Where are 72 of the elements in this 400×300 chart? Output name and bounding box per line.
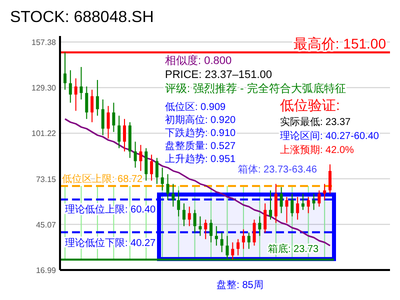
y-tick-label: 157.38 (32, 38, 57, 47)
y-tick-label: 73.15 (36, 174, 57, 184)
candlestick (296, 196, 300, 220)
candlestick (74, 78, 78, 112)
candlestick (160, 167, 164, 191)
candlestick (68, 70, 72, 104)
candlestick (106, 105, 110, 139)
candlestick (264, 202, 267, 234)
annotation: 盘整质量: 0.527 (165, 140, 236, 152)
annotation: 箱底: 23.73 (268, 243, 320, 255)
candlestick (122, 118, 126, 152)
annotation: 相似度: 0.800 (165, 54, 232, 67)
annotation: 低位验证: (280, 97, 340, 113)
candlestick (323, 183, 326, 201)
candlestick (101, 98, 104, 136)
text: 盘整: 85周 (216, 279, 264, 291)
candlestick (80, 66, 83, 100)
candlestick (214, 226, 218, 246)
candlestick (96, 79, 99, 116)
candlestick (90, 89, 94, 123)
candlestick (252, 219, 256, 246)
candlestick (134, 141, 137, 168)
y-tick-label: 45.07 (36, 220, 57, 230)
candlestick (182, 202, 186, 227)
annotation: PRICE: 23.37–151.00 (165, 69, 272, 81)
candlestick (204, 219, 208, 240)
candlestick (155, 157, 158, 184)
annotation: 上涨预期: 42.0% (280, 144, 354, 156)
candlestick (231, 242, 234, 260)
annotation: 上升趋势: 0.951 (165, 153, 236, 165)
candlestick (64, 52, 66, 90)
candlestick (139, 144, 142, 172)
candlestick (150, 154, 154, 182)
annotation: 下跌趋势: 0.910 (165, 127, 236, 139)
candlestick (242, 228, 245, 250)
annotation: 低位区: 0.909 (165, 101, 226, 113)
annotation: 实际最低: 23.37 (280, 116, 352, 128)
candlestick (193, 209, 196, 234)
candlestick (236, 238, 240, 256)
candlestick (166, 174, 170, 201)
annotation: 评级: 强烈推荐 - 完全符合大弧底特征 (165, 82, 346, 95)
candlestick (118, 115, 121, 149)
annotation: 理论区间: 40.27-60.40 (280, 130, 380, 142)
candlestick (247, 232, 250, 250)
candlestick (328, 164, 332, 194)
ref-line-label: 最高价: 151.00 (293, 35, 386, 52)
candlestick (85, 86, 88, 120)
y-tick-label: 101.22 (32, 129, 57, 138)
y-tick-label: 129.30 (32, 84, 57, 93)
candlestick (306, 196, 310, 214)
candlestick (210, 219, 213, 243)
candlestick (258, 216, 262, 236)
ref-line-label: 理论低位下限: 40.27 (65, 237, 156, 250)
annotation: 初期高位: 0.920 (165, 114, 236, 126)
candlestick (301, 193, 304, 210)
candlestick (144, 148, 148, 182)
candlestick (280, 186, 283, 214)
candlestick (188, 206, 191, 227)
ref-line-label: 低位区上限: 68.72 (62, 172, 144, 185)
candlestick (220, 232, 224, 253)
band-label: 箱体: 23.73-63.46 (238, 164, 318, 176)
candlestick (312, 193, 316, 210)
candlestick (198, 216, 202, 236)
chart-title: STOCK: 688048.SH (10, 9, 154, 26)
candlestick (290, 193, 294, 217)
candlestick (269, 190, 272, 220)
candlestick (172, 183, 175, 208)
candlestick (285, 196, 288, 224)
y-tick-label: 16.99 (36, 266, 57, 275)
candlestick (112, 102, 116, 132)
candlestick (318, 190, 321, 208)
ref-line-label: 理论低位上限: 60.40 (65, 204, 156, 216)
